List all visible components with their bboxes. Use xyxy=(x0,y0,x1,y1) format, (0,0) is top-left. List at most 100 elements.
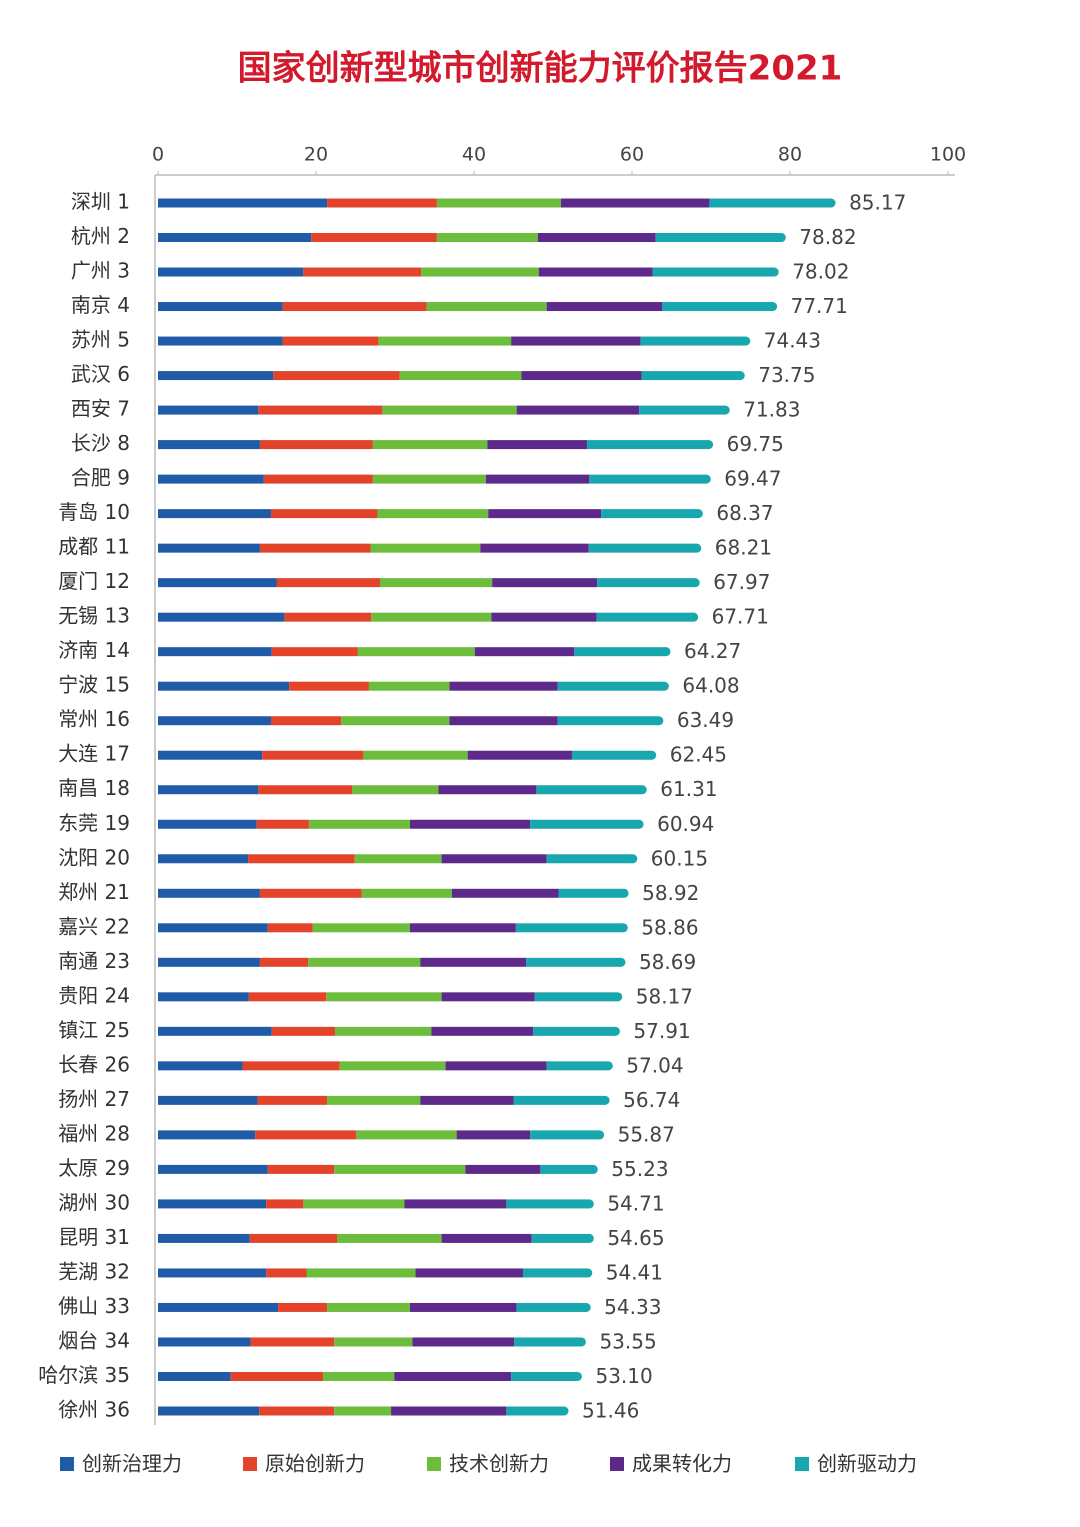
category-label: 合肥 9 xyxy=(71,466,130,490)
total-label: 77.71 xyxy=(791,294,848,318)
bar-segment xyxy=(158,716,271,726)
category-label: 广州 3 xyxy=(71,259,130,283)
bar-segment xyxy=(356,1130,457,1140)
legend-label: 原始创新力 xyxy=(265,1452,365,1476)
bar-cap xyxy=(616,957,626,967)
bar-cap xyxy=(720,405,730,415)
bar-segment xyxy=(368,681,450,691)
category-label: 常州 16 xyxy=(58,707,130,731)
bar-segment xyxy=(158,1061,243,1071)
legend-label: 技术创新力 xyxy=(449,1452,549,1476)
bar-segment xyxy=(377,509,489,519)
bar-segment xyxy=(289,681,369,691)
category-label: 徐州 36 xyxy=(58,1398,130,1422)
bar-segment xyxy=(456,1130,531,1140)
bar-segment xyxy=(158,1199,267,1209)
bar-segment xyxy=(266,1199,304,1209)
bar-segment xyxy=(158,336,283,346)
bar-segment xyxy=(352,785,439,795)
total-label: 62.45 xyxy=(670,743,727,767)
bar-segment xyxy=(282,302,427,312)
bar-segment xyxy=(449,681,558,691)
total-label: 61.31 xyxy=(660,777,717,801)
total-label: 68.37 xyxy=(716,501,773,525)
bar-cap xyxy=(584,1233,594,1243)
bar-segment xyxy=(412,1337,515,1347)
bar-segment xyxy=(327,198,437,208)
bar-segment xyxy=(158,302,283,312)
bar-segment xyxy=(538,267,653,277)
total-label: 57.04 xyxy=(626,1053,683,1077)
bar-segment xyxy=(410,819,531,829)
bar-segment xyxy=(158,750,263,760)
bar-segment xyxy=(530,1130,600,1140)
x-tick-label: 60 xyxy=(620,144,644,166)
total-label: 68.21 xyxy=(715,536,772,560)
bar-segment xyxy=(158,405,259,415)
bar-segment xyxy=(354,854,442,864)
bar-segment xyxy=(258,785,353,795)
bar-segment xyxy=(158,198,328,208)
bar-segment xyxy=(263,474,373,484)
legend-marker xyxy=(243,1457,257,1471)
bar-segment xyxy=(158,1371,231,1381)
bar-cap xyxy=(634,819,644,829)
bar-segment xyxy=(399,371,522,381)
bar-segment xyxy=(391,1406,507,1416)
bar-segment xyxy=(372,474,486,484)
category-label: 无锡 13 xyxy=(58,604,130,628)
category-label: 深圳 1 xyxy=(71,190,130,214)
bar-segment xyxy=(258,405,383,415)
bar-segment xyxy=(639,405,726,415)
total-label: 54.71 xyxy=(607,1191,664,1215)
bar-segment xyxy=(640,336,746,346)
bar-cap xyxy=(576,1337,586,1347)
category-label: 成都 11 xyxy=(58,535,130,559)
category-label: 南昌 18 xyxy=(58,776,130,800)
bar-cap xyxy=(637,785,647,795)
bar-segment xyxy=(259,957,309,967)
bar-segment xyxy=(256,819,309,829)
bar-segment xyxy=(158,233,312,243)
bar-cap xyxy=(588,1164,598,1174)
total-label: 74.43 xyxy=(764,329,821,353)
total-label: 58.17 xyxy=(636,984,693,1008)
bar-segment xyxy=(641,371,741,381)
bar-segment xyxy=(242,1061,340,1071)
bar-segment xyxy=(273,371,400,381)
bar-segment xyxy=(158,371,274,381)
legend-marker xyxy=(427,1457,441,1471)
bar-segment xyxy=(259,543,371,553)
bar-segment xyxy=(158,785,259,795)
category-label: 沈阳 20 xyxy=(58,845,130,869)
bar-segment xyxy=(337,1233,442,1243)
category-label: 武汉 6 xyxy=(71,362,130,386)
bar-segment xyxy=(513,1095,606,1105)
bar-segment xyxy=(441,854,547,864)
bar-segment xyxy=(404,1199,507,1209)
bar-segment xyxy=(158,647,272,657)
category-label: 大连 17 xyxy=(58,742,130,766)
bar-cap xyxy=(572,1371,582,1381)
bar-segment xyxy=(415,1268,523,1278)
category-label: 厦门 12 xyxy=(58,569,130,593)
bar-segment xyxy=(491,612,597,622)
bar-segment xyxy=(515,923,624,933)
bar-segment xyxy=(158,1337,251,1347)
x-tick-label: 20 xyxy=(304,144,328,166)
bar-segment xyxy=(361,888,452,898)
bar-segment xyxy=(158,854,249,864)
bar-segment xyxy=(284,612,372,622)
legend-marker xyxy=(795,1457,809,1471)
bar-segment xyxy=(451,888,559,898)
category-label: 镇江 25 xyxy=(58,1018,130,1042)
bar-segment xyxy=(158,474,264,484)
bar-segment xyxy=(158,1302,279,1312)
bar-cap xyxy=(581,1302,591,1312)
bar-cap xyxy=(701,474,711,484)
bar-segment xyxy=(436,233,538,243)
bar-segment xyxy=(546,854,633,864)
bar-segment xyxy=(158,1026,272,1036)
bar-cap xyxy=(618,923,628,933)
bar-cap xyxy=(776,233,786,243)
